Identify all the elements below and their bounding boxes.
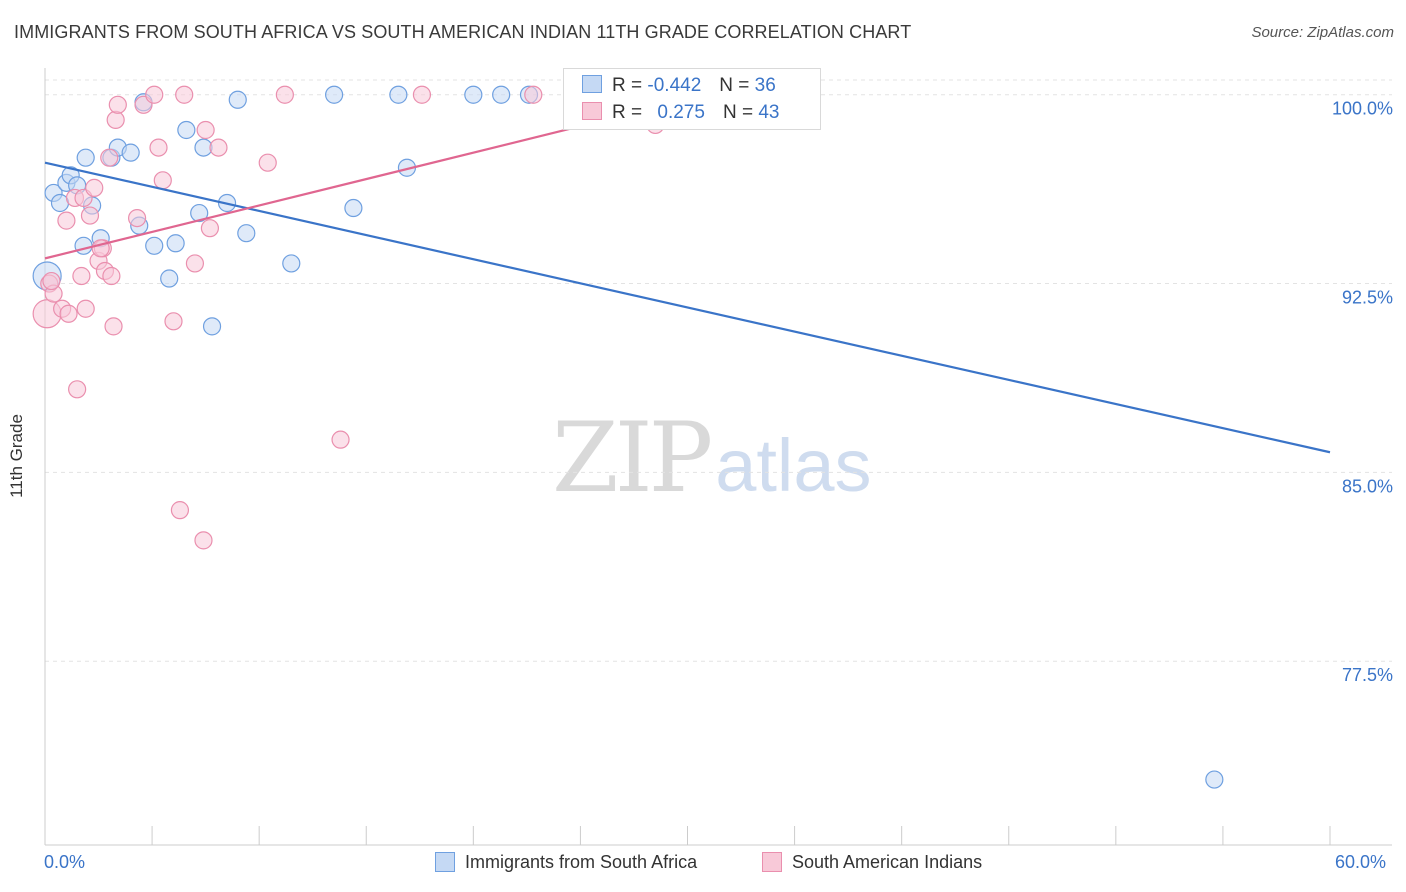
axis-layer: 77.5% 85.0% 92.5% 100.0%	[44, 68, 1393, 846]
point-south-american-indian	[194, 531, 213, 550]
stats-legend-row-south-africa: R = -0.442 N = 36	[582, 75, 776, 99]
legend-item-south-american-indians: South American Indians	[762, 852, 982, 873]
point-south-american-indian	[145, 85, 164, 104]
n-value: 43	[758, 102, 780, 123]
point-south-africa	[325, 85, 344, 104]
point-south-american-indian	[102, 266, 121, 286]
x-tick-label-min: 0.0%	[44, 852, 86, 872]
y-tick-label: 77.5%	[1342, 665, 1393, 685]
point-south-africa	[344, 198, 363, 218]
point-south-american-indian	[524, 85, 543, 104]
y-tick-label: 92.5%	[1342, 288, 1393, 308]
grid-layer	[45, 79, 1392, 662]
point-south-africa	[1205, 770, 1224, 789]
point-south-africa	[74, 236, 93, 255]
n-value: 36	[754, 75, 776, 96]
legend-item-south-africa: Immigrants from South Africa	[435, 852, 697, 873]
point-south-american-indian	[209, 138, 228, 157]
point-south-american-indian	[68, 380, 87, 399]
point-south-american-indian	[164, 312, 183, 331]
point-south-american-indian	[80, 206, 100, 225]
point-south-africa	[389, 85, 408, 104]
legend-label: Immigrants from South Africa	[465, 852, 698, 872]
x-tick-label-max: 60.0%	[1335, 852, 1387, 872]
r-label: R =	[612, 102, 643, 123]
point-south-american-indian	[76, 299, 95, 318]
point-south-american-indian	[258, 153, 277, 172]
y-axis-label: 11th Grade	[7, 414, 26, 498]
point-south-american-indian	[412, 85, 432, 104]
stats-legend: R = -0.442 N = 36 R = 0.275 N = 43	[563, 68, 821, 130]
point-south-american-indian	[104, 317, 123, 336]
point-south-africa	[237, 224, 256, 243]
chart-source: Source: ZipAtlas.com	[1251, 24, 1394, 41]
point-south-american-indian	[331, 430, 350, 449]
legend-swatch-blue	[582, 75, 602, 93]
n-label: N =	[722, 102, 754, 123]
point-south-american-indian	[100, 148, 119, 167]
point-south-africa	[190, 203, 209, 223]
point-south-american-indian	[275, 85, 294, 104]
point-south-american-indian	[153, 171, 172, 190]
point-south-american-indian	[108, 95, 127, 114]
r-value: -0.442	[647, 75, 702, 96]
legend-swatch-pink	[582, 102, 602, 120]
point-south-american-indian	[185, 254, 205, 273]
point-south-american-indian	[175, 85, 194, 104]
point-south-africa	[177, 120, 196, 140]
point-south-africa	[160, 269, 179, 288]
point-south-american-indian	[127, 208, 147, 228]
r-label: R =	[612, 75, 643, 96]
point-south-american-indian	[196, 120, 215, 140]
point-south-american-indian	[106, 110, 125, 130]
points-layer	[32, 85, 1224, 789]
watermark-zip: ZIP	[552, 402, 713, 514]
point-south-american-indian	[42, 271, 61, 291]
legend-label: South American Indians	[792, 852, 983, 872]
point-south-american-indian	[57, 211, 76, 230]
point-south-africa	[121, 143, 140, 162]
point-south-africa	[492, 85, 511, 104]
chart-title: IMMIGRANTS FROM SOUTH AFRICA VS SOUTH AM…	[14, 22, 912, 42]
legend-swatch-blue	[435, 852, 455, 872]
point-south-africa	[282, 254, 301, 273]
point-south-africa	[145, 236, 164, 255]
r-value: 0.275	[657, 102, 705, 123]
point-south-american-indian	[149, 138, 168, 157]
y-tick-label: 100.0%	[1332, 99, 1393, 119]
point-south-american-indian	[170, 501, 190, 520]
watermark: ZIPatlas	[552, 402, 872, 514]
point-south-africa	[228, 90, 247, 109]
y-tick-label: 85.0%	[1342, 476, 1393, 496]
point-south-american-indian	[85, 178, 104, 197]
point-south-africa	[464, 85, 483, 104]
point-south-american-indian	[59, 304, 78, 323]
trend-layer	[44, 98, 1331, 454]
legend-swatch-pink	[762, 852, 782, 872]
point-south-africa	[166, 234, 185, 253]
point-south-africa	[202, 317, 222, 336]
watermark-atlas: atlas	[715, 424, 872, 507]
n-label: N =	[719, 75, 750, 96]
trendline-south-africa	[44, 161, 1331, 454]
point-south-american-indian	[72, 266, 91, 286]
point-south-american-indian	[200, 219, 220, 238]
stats-legend-row-south-american-indian: R = 0.275 N = 43	[582, 102, 779, 126]
point-south-africa	[76, 148, 95, 167]
